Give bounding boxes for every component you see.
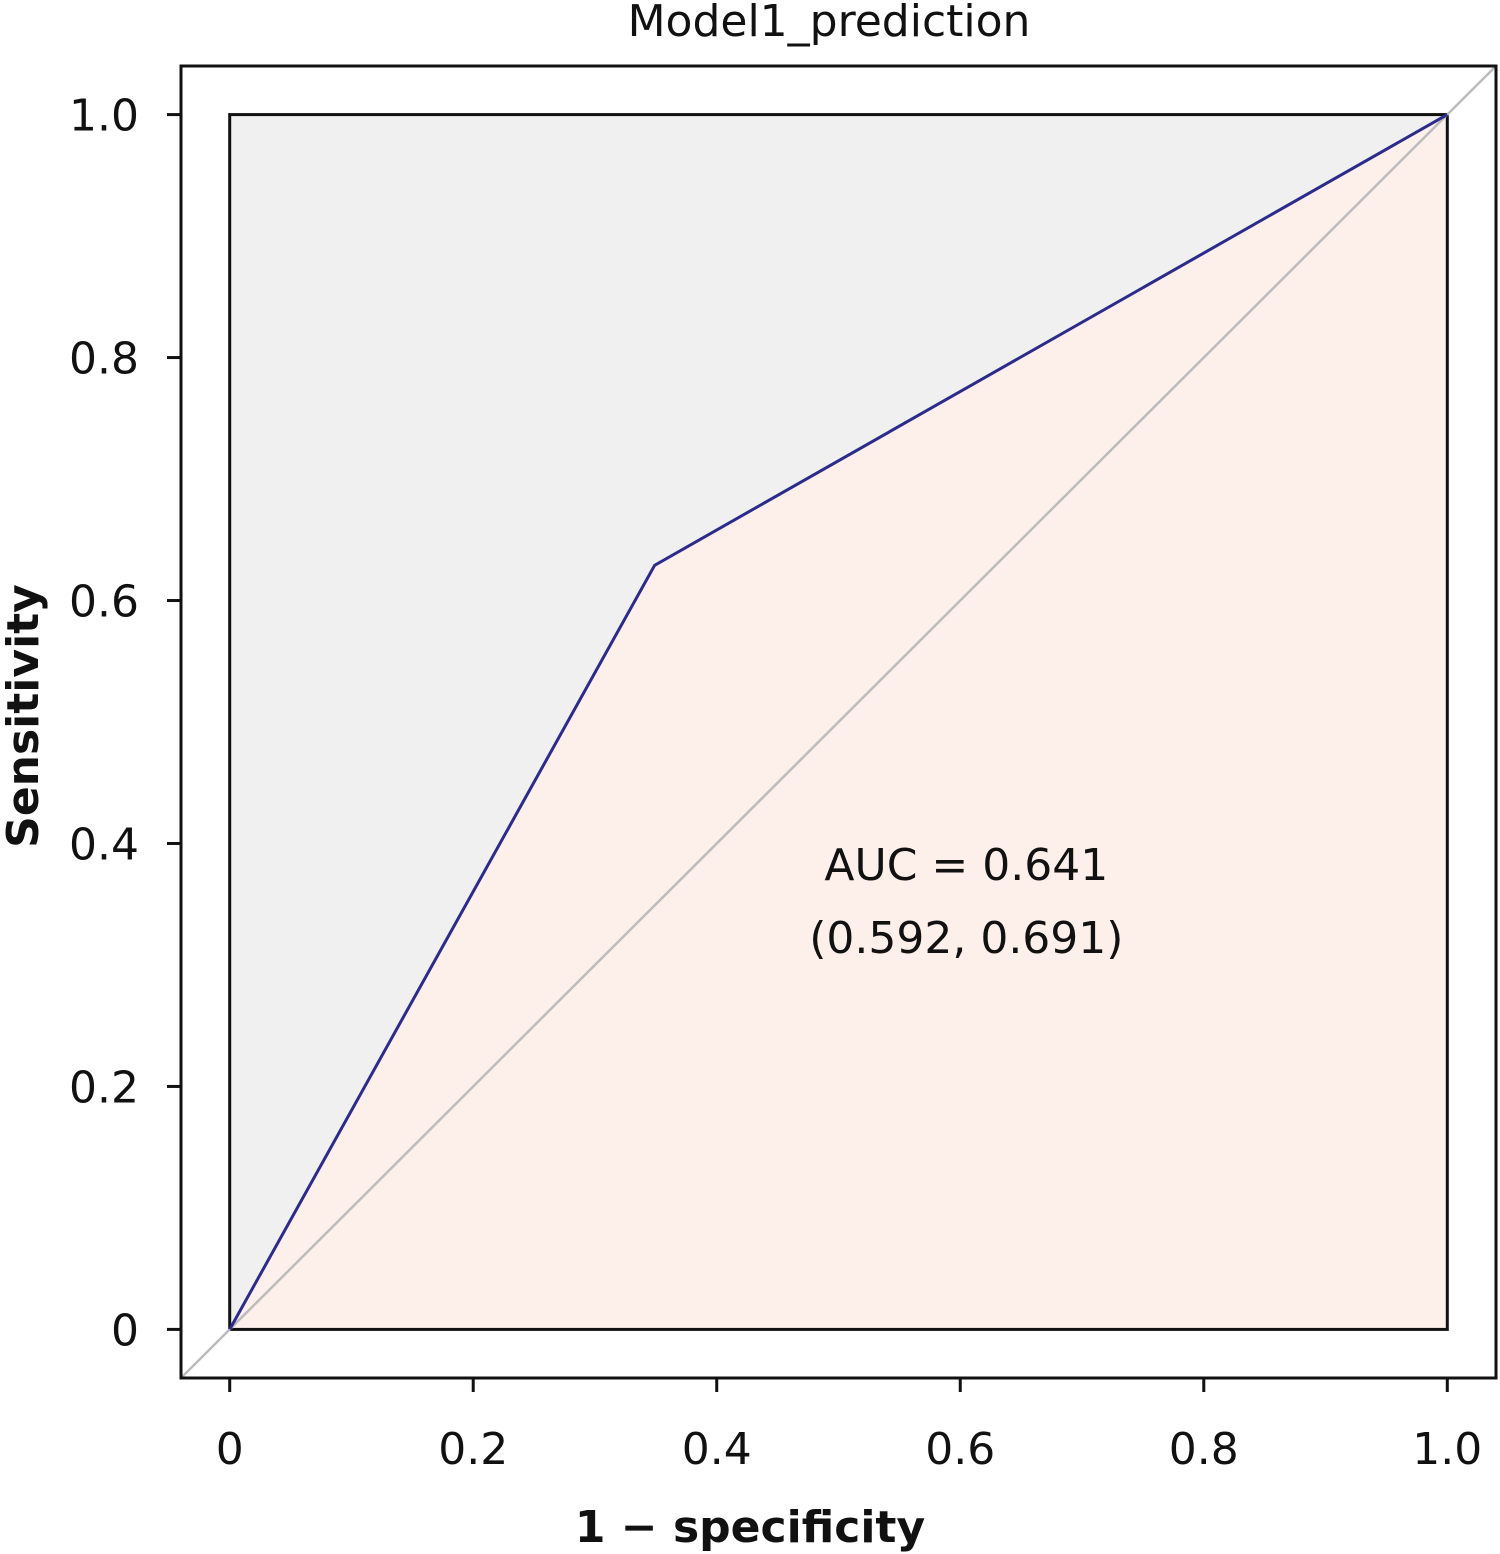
plot-frame (179, 64, 1498, 1380)
y-tick-label: 0.8 (69, 334, 139, 385)
annotations: AUC = 0.641 (0.592, 0.691) (809, 840, 1123, 964)
y-tick-label: 1.0 (69, 91, 139, 142)
reference-diagonal-line (180, 65, 1497, 1379)
x-tick-label: 0.2 (438, 1424, 508, 1475)
roc-curve-line (228, 113, 1449, 1331)
y-tick-label: 0.2 (69, 1062, 139, 1113)
x-tick-label: 0.6 (925, 1424, 995, 1475)
chart-title: Model1_prediction (628, 0, 1031, 47)
x-axis: 0 0.2 0.4 0.6 0.8 1.0 (216, 1378, 1482, 1475)
auc-annotation: AUC = 0.641 (824, 840, 1108, 891)
y-tick-label: 0.4 (69, 819, 139, 870)
y-tick-label: 0.6 (69, 577, 139, 628)
x-tick-label: 0.4 (682, 1424, 752, 1475)
x-tick-label: 0 (216, 1424, 244, 1475)
x-axis-title: 1 − specificity (575, 1502, 925, 1553)
x-tick-label: 1.0 (1412, 1424, 1482, 1475)
x-tick-label: 0.8 (1169, 1424, 1239, 1475)
y-tick-label: 0 (111, 1305, 139, 1356)
y-axis-title: Sensitivity (0, 584, 49, 848)
unit-square-border (228, 113, 1449, 1331)
y-axis: 0 0.2 0.4 0.6 0.8 1.0 (69, 91, 181, 1356)
plot-area (179, 64, 1498, 1380)
auc-annotation: (0.592, 0.691) (809, 913, 1123, 964)
